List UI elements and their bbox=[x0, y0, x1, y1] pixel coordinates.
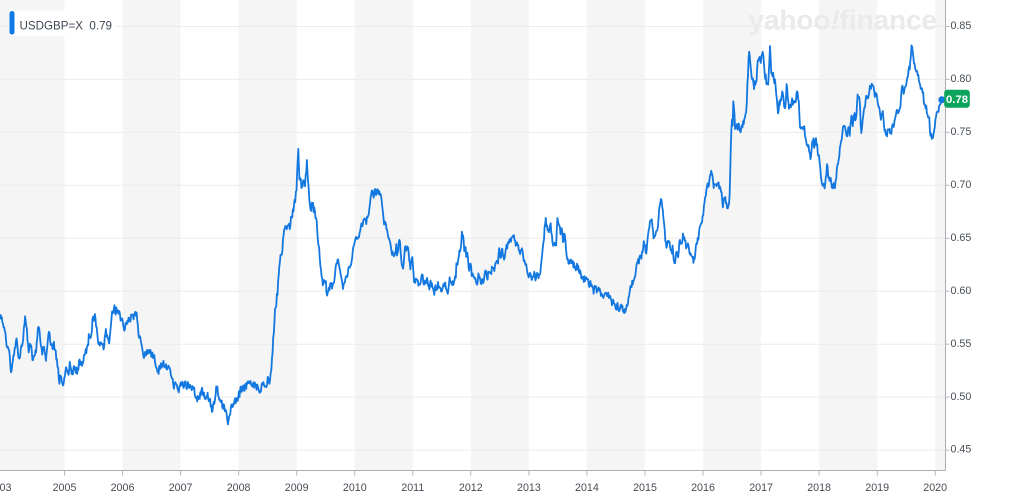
svg-text:yahoo!finance: yahoo!finance bbox=[748, 5, 937, 36]
svg-text:2005: 2005 bbox=[53, 482, 77, 494]
svg-text:0.70: 0.70 bbox=[951, 179, 972, 191]
svg-text:2010: 2010 bbox=[343, 482, 367, 494]
svg-text:USDGBP=X 0.79: USDGBP=X 0.79 bbox=[20, 19, 112, 32]
svg-text:0.50: 0.50 bbox=[951, 391, 972, 403]
svg-text:2008: 2008 bbox=[227, 482, 251, 494]
svg-text:0.80: 0.80 bbox=[951, 73, 972, 85]
svg-text:0.55: 0.55 bbox=[951, 338, 972, 350]
svg-text:2019: 2019 bbox=[865, 482, 889, 494]
svg-text:2003: 2003 bbox=[0, 482, 11, 494]
svg-text:2020: 2020 bbox=[923, 482, 947, 494]
svg-text:0.78: 0.78 bbox=[946, 94, 968, 106]
svg-text:0.45: 0.45 bbox=[951, 444, 972, 456]
svg-text:0.65: 0.65 bbox=[951, 232, 972, 244]
svg-text:2012: 2012 bbox=[459, 482, 483, 494]
svg-text:2016: 2016 bbox=[691, 482, 715, 494]
svg-text:2015: 2015 bbox=[633, 482, 657, 494]
svg-text:2011: 2011 bbox=[401, 482, 424, 494]
svg-text:2018: 2018 bbox=[807, 482, 831, 494]
svg-text:2017: 2017 bbox=[749, 482, 773, 494]
svg-text:2006: 2006 bbox=[111, 482, 135, 494]
svg-text:2013: 2013 bbox=[517, 482, 541, 494]
svg-text:2007: 2007 bbox=[169, 482, 193, 494]
svg-text:0.75: 0.75 bbox=[951, 126, 972, 138]
svg-text:2009: 2009 bbox=[285, 482, 309, 494]
svg-text:0.60: 0.60 bbox=[951, 285, 972, 297]
svg-text:0.85: 0.85 bbox=[951, 20, 972, 32]
svg-text:2014: 2014 bbox=[575, 482, 599, 494]
